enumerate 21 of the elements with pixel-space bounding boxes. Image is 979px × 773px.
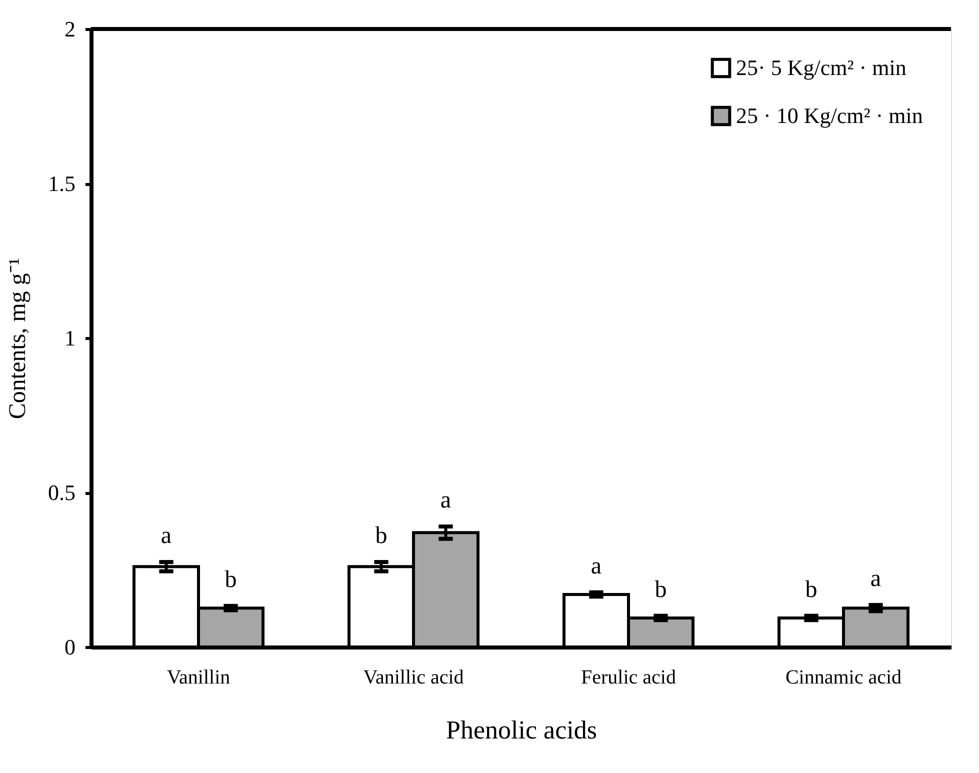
annotation: b xyxy=(224,566,237,593)
y-axis-title: Contents, mg g⁻¹ xyxy=(5,258,31,420)
y-tick-label: 0 xyxy=(64,634,76,660)
y-tick-label: 0.5 xyxy=(48,480,76,505)
annotation: b xyxy=(654,576,667,603)
annotation: a xyxy=(160,523,172,550)
annotation: a xyxy=(440,487,452,514)
x-tick-label: Vanillic acid xyxy=(363,666,464,688)
annotation: a xyxy=(590,553,602,580)
y-tick-label: 1 xyxy=(64,326,76,350)
x-tick-label: Ferulic acid xyxy=(581,666,676,688)
x-tick-label: Cinnamic acid xyxy=(785,666,902,688)
annotation: b xyxy=(375,523,388,550)
legend-label: 25 · 10 Kg/cm² · min xyxy=(736,103,923,128)
y-tick-label: 1.5 xyxy=(48,171,76,196)
x-tick-label: Vanillin xyxy=(166,666,230,688)
y-tick-label: 2 xyxy=(64,16,76,42)
legend-label: 25· 5 Kg/cm² · min xyxy=(736,55,906,80)
annotation: a xyxy=(870,566,882,592)
x-axis-title: Phenolic acids xyxy=(446,716,597,744)
annotation: b xyxy=(805,576,818,603)
